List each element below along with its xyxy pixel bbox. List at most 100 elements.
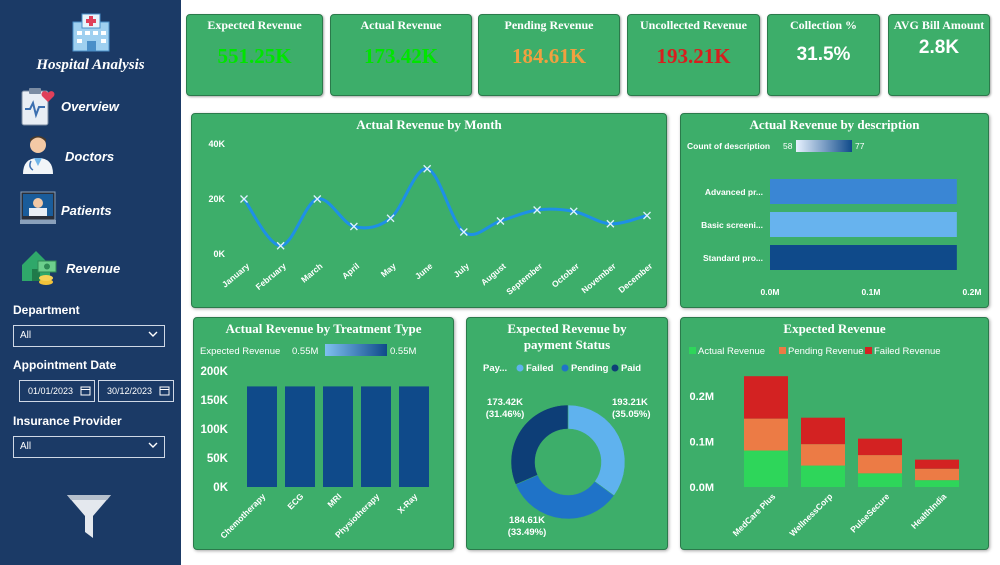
kpi-value: 31.5% [796, 44, 851, 65]
legend-swatch [779, 347, 786, 354]
x-tick-label: 0.1M [862, 287, 881, 297]
y-tick-label: 0.1M [690, 436, 714, 448]
data-point-marker [240, 195, 248, 203]
legend-gradient [325, 344, 387, 356]
kpi-actual-revenue: Actual Revenue 173.42K [330, 14, 472, 96]
date-to-value: 30/12/2023 [107, 386, 153, 396]
bar-segment [744, 376, 788, 419]
y-tick-label: 0.2M [690, 391, 714, 403]
legend-min: 0.55M [292, 346, 318, 357]
y-tick-label: 50K [207, 453, 229, 465]
stacked-bar-chart: Actual Revenue Pending Revenue Failed Reve… [689, 346, 959, 538]
kpi-value: 193.21K [656, 44, 731, 68]
bar-segment [858, 455, 902, 474]
data-point-marker [643, 211, 651, 220]
x-tick-label: January [220, 261, 252, 290]
chevron-down-icon [148, 442, 158, 448]
legend-max: 77 [855, 141, 865, 151]
y-tick-label: 0K [213, 249, 225, 259]
chart-title: Expected Revenue [783, 321, 886, 336]
filter-funnel-icon[interactable] [64, 492, 114, 542]
legend-title: Pay... [483, 363, 507, 374]
insurance-value: All [20, 441, 32, 452]
bar-segment [915, 480, 959, 487]
kpi-title: Collection % [790, 18, 857, 32]
money-house-icon [22, 251, 57, 285]
y-tick-label: 0K [213, 482, 228, 494]
legend-swatch [611, 364, 619, 372]
data-point-marker [533, 206, 542, 214]
hospital-icon [72, 13, 110, 52]
x-tick-label: November [579, 260, 618, 295]
data-point-marker [459, 228, 468, 236]
department-label: Department [13, 303, 80, 317]
x-tick-label: June [413, 261, 435, 282]
insurance-provider-label: Insurance Provider [13, 414, 122, 428]
date-from-input[interactable]: 01/01/2023 [19, 380, 95, 402]
y-tick-label: 20K [208, 194, 225, 204]
clipboard-heart-icon [21, 88, 55, 126]
data-point-marker [386, 214, 395, 223]
donut-slice [510, 404, 569, 485]
insurance-select[interactable]: All [13, 436, 165, 458]
kpi-uncollected-revenue: Uncollected Revenue 193.21K [627, 14, 760, 96]
data-label-value: 184.61K [509, 515, 545, 526]
y-category-label: Standard pro... [703, 253, 763, 263]
legend-entry: Failed [526, 363, 554, 374]
bar [361, 386, 391, 487]
legend-entry: Paid [621, 363, 641, 374]
data-label-value: 193.21K [612, 397, 648, 408]
chart-title: Actual Revenue by description [749, 117, 920, 132]
bar [399, 386, 429, 487]
kpi-value: 173.42K [363, 44, 439, 68]
bar-segment [801, 417, 845, 445]
kpi-title: AVG Bill Amount [893, 18, 985, 32]
nav-overview-label: Overview [61, 99, 119, 114]
data-point-marker [606, 219, 615, 228]
bar-segment [801, 465, 845, 487]
legend-entry: Pending [571, 363, 609, 374]
date-to-input[interactable]: 30/12/2023 [98, 380, 174, 402]
bar-segment [744, 450, 788, 487]
department-select[interactable]: All [13, 325, 165, 347]
nav-patients[interactable]: Patients [16, 188, 176, 232]
panel-revenue-by-month: Actual Revenue by Month 0K 20K 40K January F… [191, 113, 667, 308]
nav-doctors[interactable]: Doctors [16, 134, 176, 178]
series-line [242, 167, 648, 248]
nav-revenue-label: Revenue [66, 261, 121, 276]
x-tick-label: WellnessCorp [787, 491, 834, 538]
bar [770, 212, 957, 237]
nav-overview[interactable]: Overview [16, 87, 176, 131]
nav-patients-label: Patients [61, 203, 112, 218]
x-tick-label: September [504, 260, 545, 296]
data-label-value: 173.42K [487, 397, 523, 408]
panel-payment-status: Expected Revenue by payment Status Pay..… [466, 317, 668, 550]
bar-segment [858, 473, 902, 487]
chevron-down-icon [148, 331, 158, 337]
x-tick-label: May [379, 261, 398, 279]
bar [770, 245, 957, 270]
calendar-icon [80, 386, 91, 396]
department-value: All [20, 330, 32, 341]
y-tick-label: 150K [201, 395, 229, 407]
x-tick-label: August [479, 261, 508, 288]
hbar-chart: Count of description 58 77 Advanced pr... Ba… [687, 140, 981, 297]
y-tick-label: 200K [201, 366, 229, 378]
legend-swatch [561, 364, 569, 372]
x-tick-label: Chemotherapy [218, 491, 267, 540]
nav-revenue[interactable]: Revenue [16, 245, 176, 289]
kpi-value: 2.8K [918, 37, 960, 58]
data-label-pct: (31.46%) [486, 409, 525, 420]
calendar-icon [159, 386, 170, 396]
bar-segment [858, 438, 902, 456]
legend-entry: Actual Revenue [698, 346, 765, 357]
legend-swatch [865, 347, 872, 354]
donut-chart: Pay... Failed Pending Paid 193.21K(35.05%) 18… [483, 363, 651, 538]
kpi-title: Expected Revenue [207, 18, 302, 32]
appointment-date-label: Appointment Date [13, 358, 117, 372]
date-from-value: 01/01/2023 [28, 386, 74, 396]
kpi-avg-bill: AVG Bill Amount 2.8K [888, 14, 990, 96]
y-category-label: Basic screeni... [701, 220, 763, 230]
x-tick-label: March [299, 261, 325, 285]
legend-swatch [516, 364, 524, 372]
